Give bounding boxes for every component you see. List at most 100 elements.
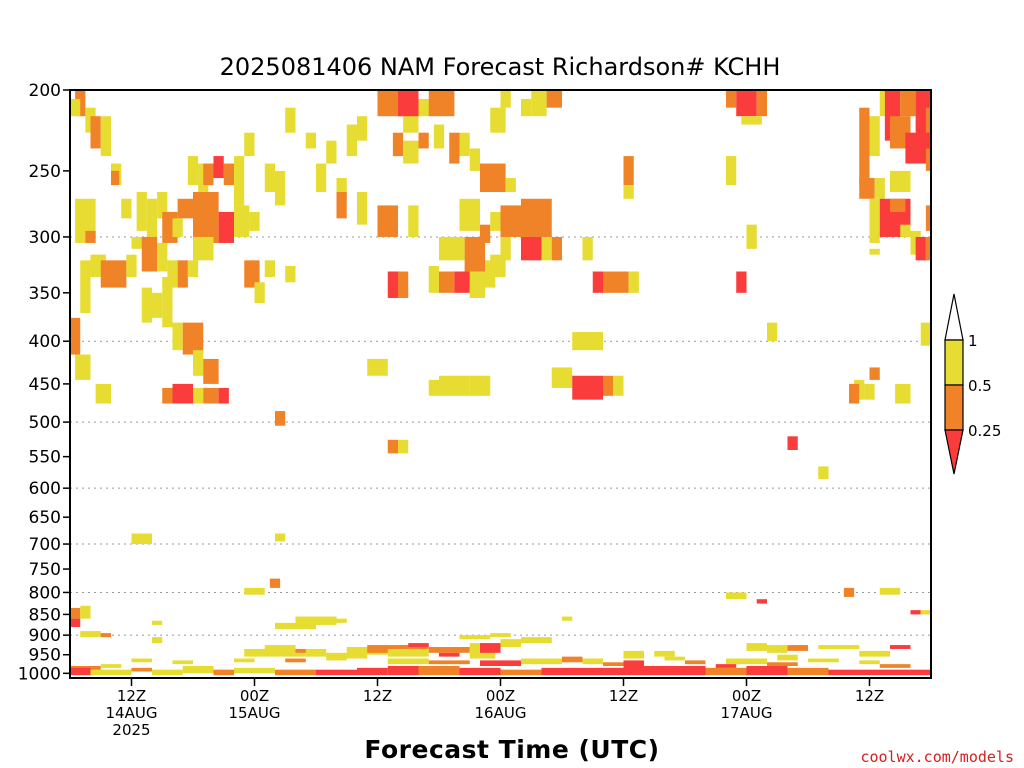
- legend-swatch: [944, 339, 964, 386]
- y-tick-label: 550: [29, 448, 61, 468]
- richardson-cell: [439, 271, 455, 293]
- richardson-cell: [613, 375, 624, 396]
- richardson-cell: [869, 669, 911, 676]
- richardson-cell: [664, 656, 685, 661]
- richardson-cell: [428, 647, 470, 653]
- richardson-cell: [895, 383, 911, 404]
- y-tick-label: 500: [29, 413, 61, 433]
- y-tick-label: 850: [29, 605, 61, 625]
- richardson-cell: [218, 211, 234, 243]
- richardson-cell: [182, 665, 214, 674]
- legend-label: 0.25: [968, 422, 1001, 440]
- richardson-cell: [162, 276, 173, 328]
- richardson-cell: [726, 658, 767, 665]
- richardson-cell: [187, 156, 199, 186]
- richardson-cell: [433, 124, 445, 149]
- richardson-cell: [920, 322, 931, 346]
- richardson-cell: [592, 271, 603, 293]
- y-tick-label: 200: [29, 81, 61, 101]
- richardson-cell: [387, 439, 398, 454]
- richardson-cell: [428, 90, 455, 117]
- richardson-cell: [623, 185, 634, 199]
- richardson-cell: [234, 667, 275, 674]
- richardson-cell: [392, 132, 404, 157]
- richardson-cell: [203, 358, 219, 384]
- x-tick-label: 00Z: [732, 687, 761, 705]
- richardson-cell: [70, 607, 81, 619]
- richardson-cell: [562, 656, 583, 663]
- y-tick-label: 1000: [18, 664, 61, 684]
- richardson-cell: [756, 599, 767, 604]
- richardson-cell: [80, 260, 91, 313]
- richardson-cell: [244, 132, 255, 157]
- legend-label: 0.5: [968, 377, 992, 395]
- richardson-cell: [177, 260, 188, 288]
- richardson-cell: [162, 387, 173, 404]
- richardson-cell: [859, 178, 875, 199]
- richardson-cell: [157, 242, 168, 272]
- richardson-cell: [741, 116, 762, 125]
- richardson-cell: [428, 265, 439, 293]
- richardson-cell: [264, 645, 296, 653]
- richardson-cell: [879, 587, 901, 595]
- richardson-cell: [408, 643, 429, 648]
- richardson-cell: [726, 592, 747, 600]
- richardson-cell: [869, 198, 880, 243]
- richardson-cell: [418, 132, 429, 149]
- richardson-cell: [254, 282, 265, 304]
- y-tick-label: 350: [29, 284, 61, 304]
- richardson-cell: [146, 198, 158, 237]
- richardson-cell: [910, 669, 931, 676]
- richardson-cell: [623, 650, 644, 659]
- richardson-cell: [628, 271, 639, 293]
- richardson-cell: [193, 191, 219, 243]
- richardson-cell: [900, 90, 916, 117]
- richardson-cell: [398, 271, 409, 298]
- richardson-cell: [316, 163, 327, 192]
- richardson-cell: [715, 664, 737, 668]
- x-tick-label: 2025: [112, 721, 150, 739]
- x-tick-label: 12Z: [363, 687, 392, 705]
- richardson-cell: [546, 90, 562, 108]
- richardson-cell: [336, 191, 347, 219]
- richardson-cell: [500, 669, 542, 676]
- richardson-cell: [490, 211, 501, 231]
- richardson-cell: [859, 660, 880, 665]
- richardson-cell: [275, 622, 316, 630]
- richardson-cell: [843, 587, 855, 597]
- colorbar-legend: 1 0.5 0.25: [944, 293, 1001, 475]
- richardson-cell: [100, 633, 111, 638]
- richardson-cell: [521, 236, 542, 261]
- richardson-cell: [70, 618, 81, 627]
- y-tick-label: 450: [29, 375, 61, 395]
- x-tick-label: 17AUG: [721, 704, 773, 722]
- credit-text: coolwx.com/models: [860, 748, 1014, 766]
- y-tick-label: 300: [29, 228, 61, 248]
- richardson-cell: [746, 643, 767, 651]
- y-tick-label: 600: [29, 479, 61, 499]
- richardson-cell: [269, 578, 281, 588]
- richardson-cell: [418, 665, 460, 676]
- richardson-cell: [100, 664, 122, 668]
- richardson-cell: [157, 191, 168, 219]
- richardson-cell: [920, 610, 931, 615]
- richardson-cell: [121, 198, 132, 219]
- richardson-cell: [439, 652, 460, 657]
- richardson-cell: [234, 658, 255, 663]
- richardson-cell: [746, 224, 757, 249]
- richardson-cell: [582, 236, 593, 261]
- richardson-cell: [767, 645, 788, 653]
- x-tick-label: 14AUG: [106, 704, 158, 722]
- richardson-cell: [136, 191, 147, 231]
- richardson-cell: [387, 648, 429, 657]
- richardson-cell: [480, 660, 521, 666]
- richardson-cell: [285, 107, 296, 133]
- richardson-cell: [193, 387, 204, 404]
- richardson-cell: [203, 387, 219, 404]
- richardson-cell: [480, 643, 501, 653]
- richardson-cell: [70, 317, 81, 355]
- chart-title: 2025081406 NAM Forecast Richardson# KCHH: [220, 53, 781, 81]
- richardson-cell: [141, 236, 158, 272]
- richardson-cell: [505, 178, 516, 192]
